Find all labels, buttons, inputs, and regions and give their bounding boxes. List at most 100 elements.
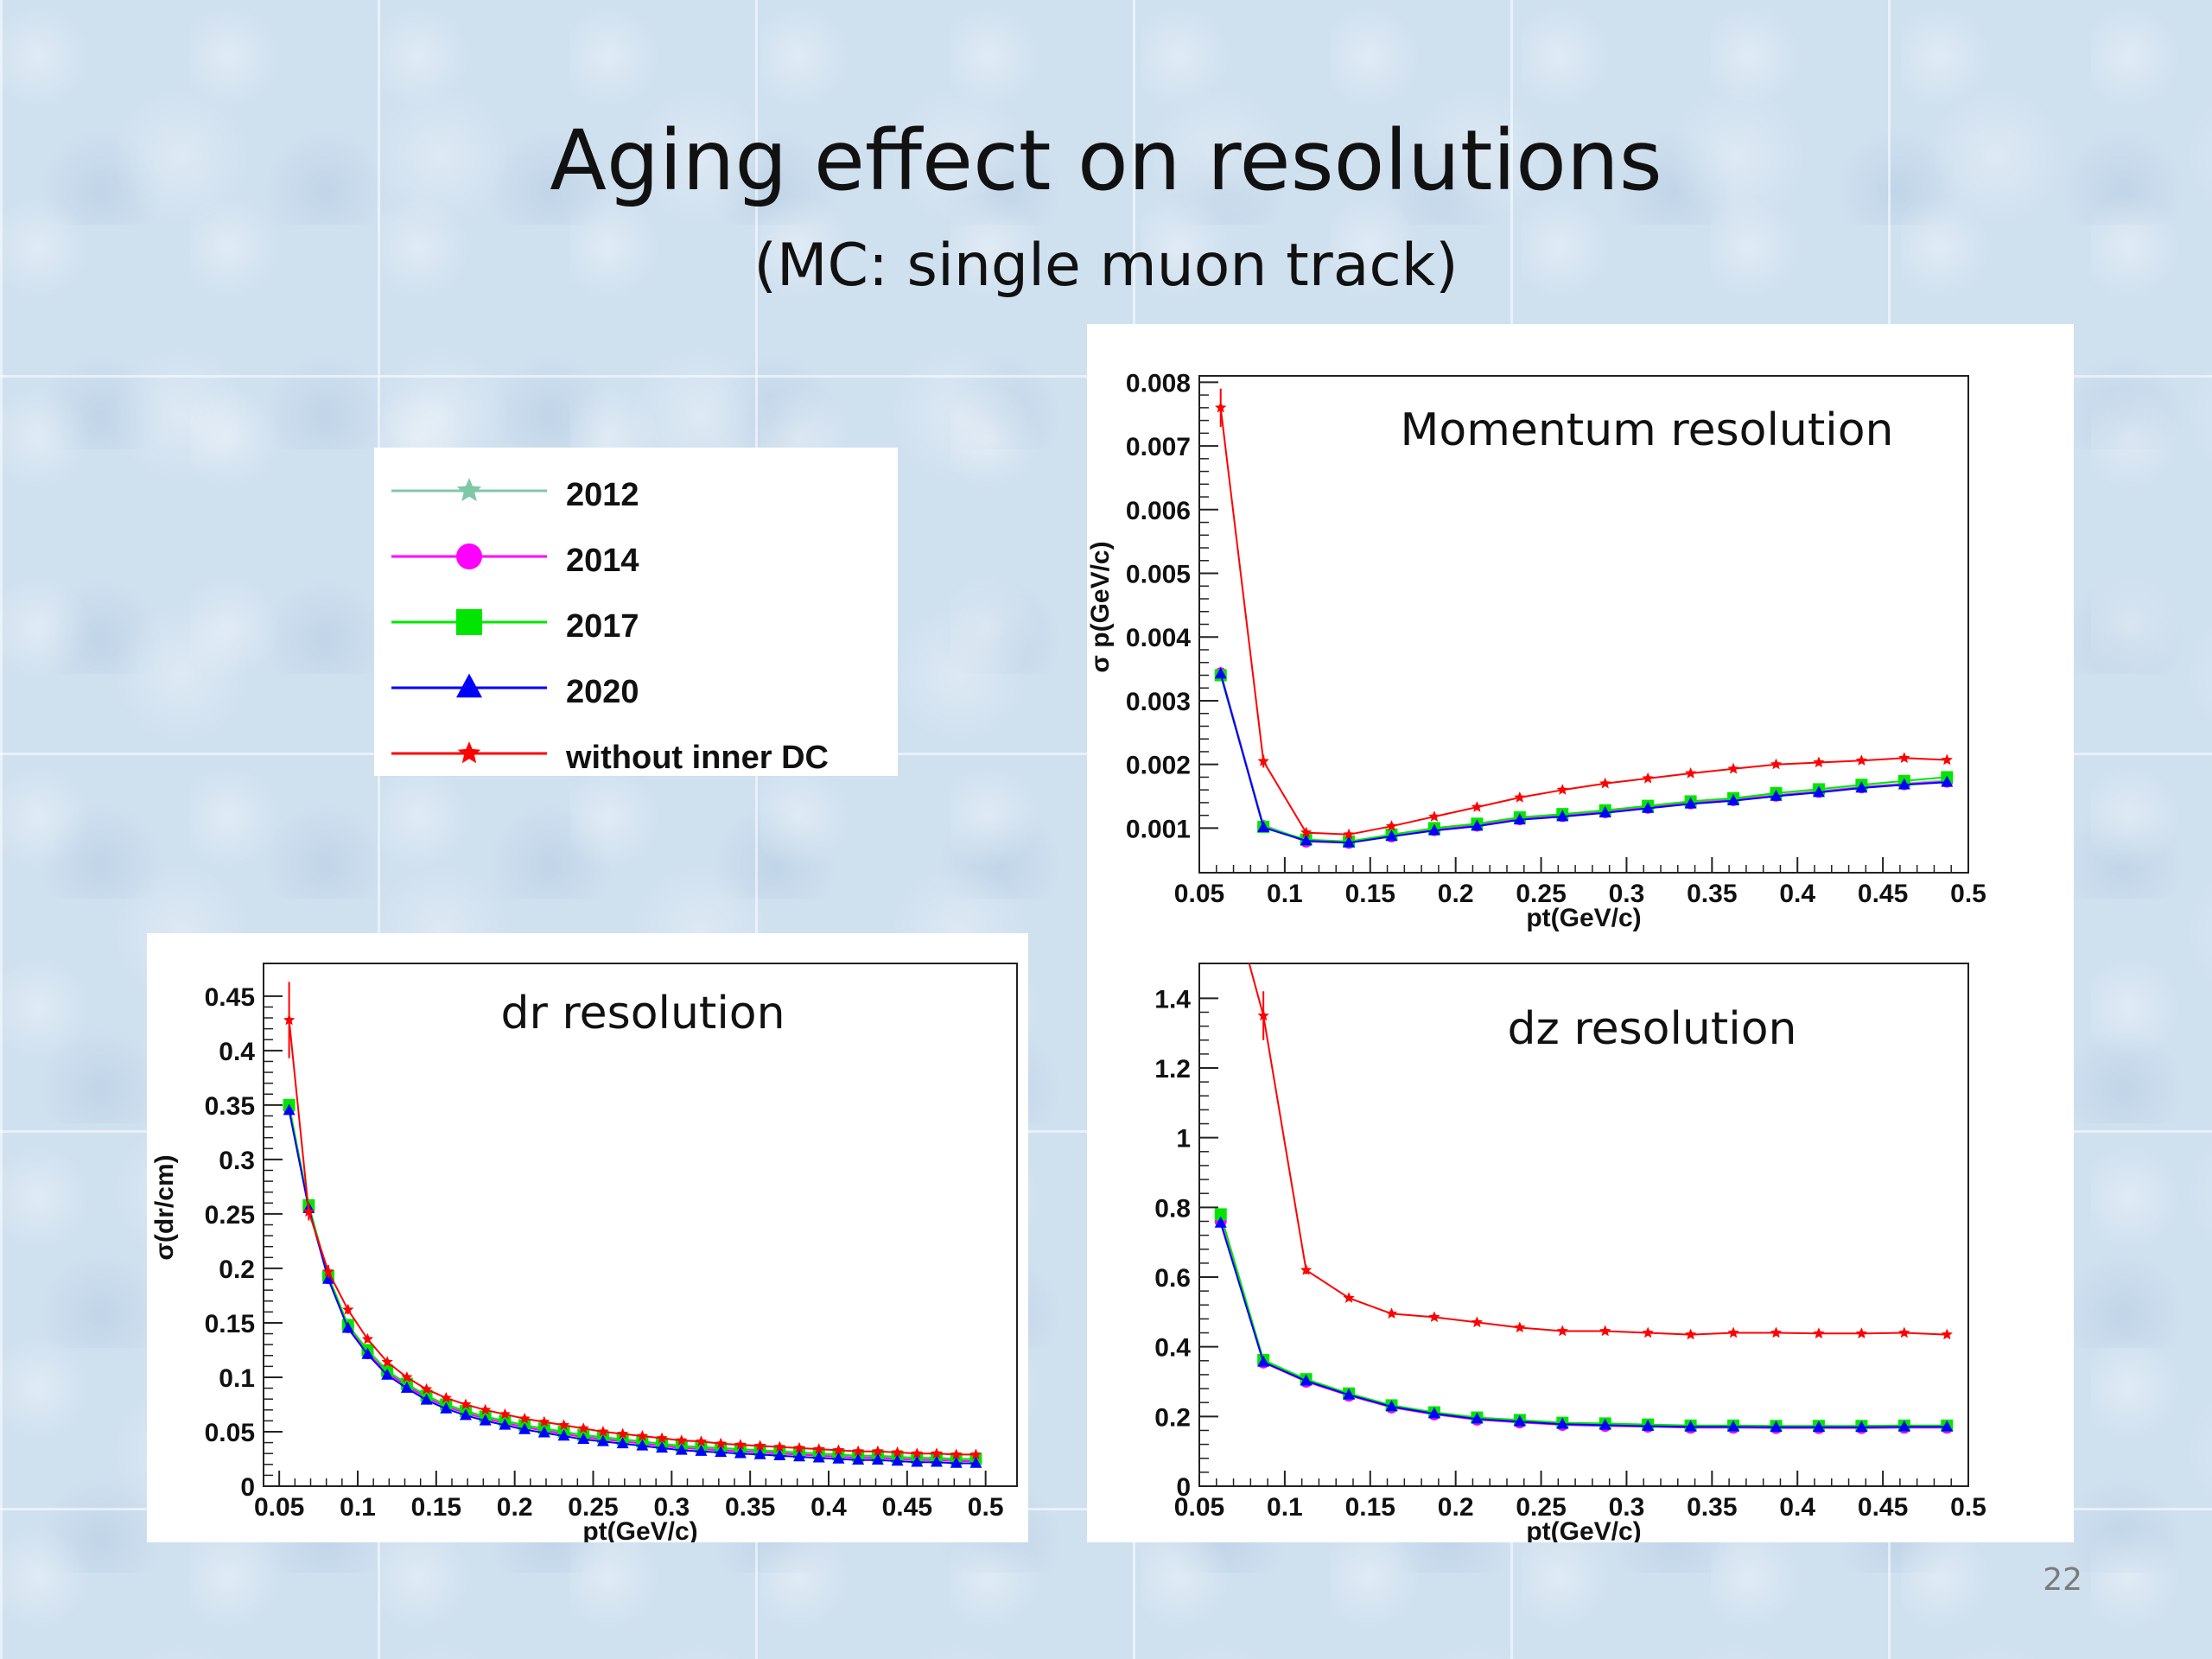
x-tick-label: 0.1 <box>340 1493 376 1522</box>
data-point <box>1898 1326 1910 1338</box>
x-tick-label: 0.2 <box>497 1493 533 1522</box>
data-point <box>1941 753 1953 766</box>
legend-label: 2020 <box>566 674 639 710</box>
data-point <box>361 1332 374 1344</box>
data-point <box>1897 1420 1910 1432</box>
series-without-inner-dc <box>1215 388 1953 840</box>
y-tick-label: 0.3 <box>219 1147 255 1175</box>
y-tick-label: 0.008 <box>1126 369 1191 397</box>
data-point <box>596 1434 609 1446</box>
data-point <box>1556 1417 1569 1429</box>
series-line <box>288 1107 976 1461</box>
data-point <box>715 1437 727 1449</box>
data-point <box>930 1455 943 1467</box>
legend-item: 2017 <box>374 596 898 662</box>
data-point <box>1941 775 1954 787</box>
data-point <box>400 1381 413 1393</box>
dz-chart-svg: 0.05 0.1 0.15 0.2 0.25 0.3 0.35 0.4 0.45 0.5 0 0.2 0… <box>1154 963 1986 1542</box>
data-point <box>1727 762 1739 774</box>
series-line <box>288 1104 976 1460</box>
data-point <box>459 1408 472 1421</box>
y-tick-label: 1.4 <box>1154 985 1191 1014</box>
data-point <box>420 1382 433 1395</box>
data-point <box>499 1418 512 1430</box>
data-point <box>1599 1325 1611 1337</box>
y-tick-label: 1 <box>1176 1125 1191 1154</box>
y-tick-label: 0.8 <box>1154 1194 1191 1223</box>
data-point <box>1214 667 1227 679</box>
data-point <box>1300 1374 1313 1386</box>
data-point <box>1642 801 1655 813</box>
legend-label: 2017 <box>566 608 639 645</box>
data-point <box>1684 797 1697 809</box>
x-axis-label: pt(GeV/c) <box>582 1517 697 1542</box>
data-point <box>832 1444 845 1456</box>
momentum-chart-svg: 0.05 0.1 0.15 0.2 0.25 0.3 0.35 0.4 0.45 0.5 0.001… <box>1087 369 1986 932</box>
data-point <box>1513 1414 1526 1427</box>
y-tick-label: 0.45 <box>205 983 255 1012</box>
data-point <box>538 1415 550 1427</box>
data-point <box>479 1414 492 1426</box>
series-2017 <box>1214 1208 1954 1433</box>
circle-icon <box>391 543 547 569</box>
data-point <box>1471 819 1484 831</box>
data-point <box>597 1426 609 1437</box>
data-point <box>832 1452 845 1464</box>
plot-frame <box>1198 963 1969 1487</box>
data-point <box>283 1103 296 1116</box>
plot-area <box>283 982 982 1468</box>
series-line <box>1219 675 1948 842</box>
data-point <box>1556 784 1568 795</box>
y-axis-label: σ(dr/cm) <box>150 1154 179 1260</box>
data-point <box>322 1272 335 1284</box>
data-point <box>1257 1009 1269 1021</box>
legend-marker <box>456 673 482 698</box>
data-point <box>813 1443 825 1454</box>
data-point <box>322 1265 334 1277</box>
data-point <box>420 1393 433 1405</box>
chart-title: dz resolution <box>1508 1003 1797 1055</box>
series-2020 <box>1214 667 1954 848</box>
data-point <box>1513 813 1526 825</box>
data-point <box>1343 1388 1356 1400</box>
y-tick-label: 0.007 <box>1126 433 1191 461</box>
data-point <box>1215 401 1227 413</box>
y-tick-label: 0.1 <box>219 1364 255 1393</box>
series-without-inner-dc <box>1248 963 1953 1340</box>
data-point <box>1214 1216 1227 1228</box>
x-tick-label: 0.15 <box>411 1493 461 1522</box>
x-tick-label: 0.05 <box>1174 880 1224 908</box>
data-point <box>773 1449 786 1460</box>
y-tick-label: 0.35 <box>205 1092 255 1121</box>
data-point <box>1556 810 1569 822</box>
data-point <box>440 1391 452 1403</box>
series-line <box>1219 1223 1948 1428</box>
x-tick-label: 0.3 <box>653 1493 690 1522</box>
data-point <box>1471 801 1483 812</box>
data-point <box>812 1451 825 1463</box>
x-tick-label: 0.3 <box>1609 1493 1645 1522</box>
legend-item: without inner DC <box>374 728 898 793</box>
data-point <box>1599 1418 1611 1430</box>
data-point <box>1812 785 1825 798</box>
plot-frame <box>263 963 1018 1487</box>
legend-marker <box>456 543 482 569</box>
data-point <box>911 1455 924 1467</box>
data-point <box>1642 1326 1654 1338</box>
data-point <box>1770 1421 1783 1433</box>
data-point <box>950 1448 963 1460</box>
y-axis-label: σ p(GeV/c) <box>1087 541 1115 672</box>
x-tick-label: 0.45 <box>882 1493 932 1522</box>
y-tick-label: 0.15 <box>205 1310 255 1338</box>
data-point <box>440 1402 453 1414</box>
data-point <box>695 1435 708 1446</box>
data-point <box>1471 1412 1484 1424</box>
data-point <box>734 1439 747 1450</box>
data-point <box>676 1434 688 1446</box>
data-point <box>1813 1327 1825 1338</box>
data-point <box>1770 1326 1783 1338</box>
legend-label: 2012 <box>566 477 639 513</box>
data-point <box>1770 758 1783 770</box>
data-point <box>1727 1326 1739 1338</box>
data-point <box>1427 823 1440 836</box>
